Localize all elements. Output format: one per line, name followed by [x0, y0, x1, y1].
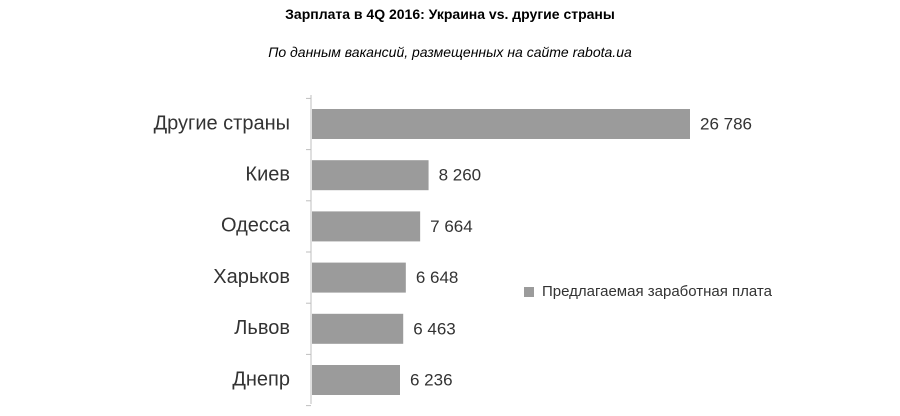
bar	[312, 313, 404, 344]
value-label: 6 236	[410, 370, 453, 389]
category-label: Одесса	[221, 215, 291, 237]
value-label: 6 463	[413, 319, 456, 338]
bar	[312, 109, 690, 139]
category-label: Львов	[234, 317, 290, 339]
legend-swatch	[524, 286, 534, 297]
legend-label: Предлагаемая заработная плата	[542, 283, 772, 300]
value-label: 26 786	[700, 114, 752, 133]
category-label: Днепр	[232, 368, 290, 390]
bar	[312, 160, 429, 191]
bar	[312, 365, 401, 395]
value-label: 6 648	[416, 268, 459, 287]
bar	[312, 262, 406, 293]
value-label: 8 260	[439, 166, 482, 185]
category-label: Другие страны	[154, 112, 290, 134]
category-label: Харьков	[213, 266, 290, 288]
value-label: 7 664	[430, 217, 473, 236]
category-label: Киев	[245, 163, 290, 185]
bar	[312, 211, 421, 242]
chart-title: Зарплата в 4Q 2016: Украина vs. другие с…	[285, 6, 615, 22]
chart-subtitle: По данным вакансий, размещенных на сайте…	[268, 44, 632, 60]
legend: Предлагаемая заработная плата	[524, 283, 772, 300]
